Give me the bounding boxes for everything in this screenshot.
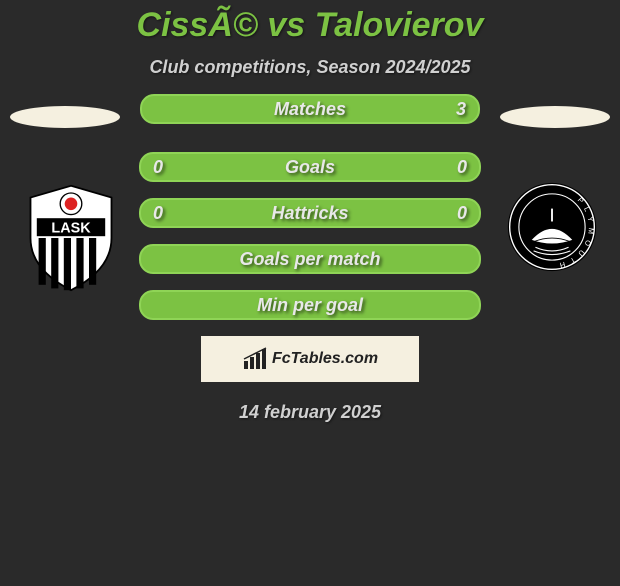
date-label: 14 february 2025 <box>10 402 610 423</box>
club-logo-right: P L Y M O U T H <box>506 181 598 273</box>
player-right-oval <box>500 106 610 128</box>
page-title: CissÃ© vs Talovierov <box>10 6 610 45</box>
club-logo-left: LASK <box>26 184 116 274</box>
stat-right-value: 0 <box>457 157 467 178</box>
stat-bar-goals-per-match: Goals per match <box>139 244 481 274</box>
brand-label: FcTables.com <box>272 350 378 368</box>
stat-left-value: 0 <box>153 157 163 178</box>
stat-label: Goals per match <box>239 249 380 270</box>
stat-label: Min per goal <box>257 295 363 316</box>
stat-right-value: 3 <box>456 99 466 120</box>
stat-bar-hattricks: 0 Hattricks 0 <box>139 198 481 228</box>
stat-label: Hattricks <box>271 203 348 224</box>
subtitle: Club competitions, Season 2024/2025 <box>10 57 610 78</box>
stat-right-value: 0 <box>457 203 467 224</box>
stat-label: Goals <box>285 157 335 178</box>
stat-label: Matches <box>274 99 346 120</box>
stat-left-value: 0 <box>153 203 163 224</box>
brand-box[interactable]: FcTables.com <box>201 336 419 382</box>
stat-bar-goals: 0 Goals 0 <box>139 152 481 182</box>
stat-bar-min-per-goal: Min per goal <box>139 290 481 320</box>
player-left-oval <box>10 106 120 128</box>
chart-icon <box>242 347 268 371</box>
stat-bar-matches: Matches 3 <box>140 94 480 124</box>
stat-row-matches: Matches 3 <box>10 102 610 132</box>
svg-text:LASK: LASK <box>51 221 91 237</box>
